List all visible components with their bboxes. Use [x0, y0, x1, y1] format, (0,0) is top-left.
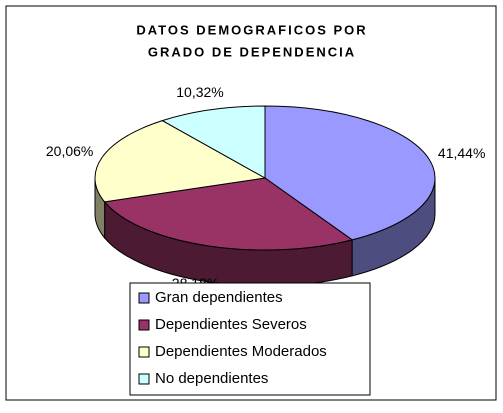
- legend: Gran dependientes Dependientes Severos Dep…: [129, 282, 371, 396]
- chart-title: GRADO DE DEPENDENCIA: [148, 44, 356, 59]
- pie-tops: [94, 105, 436, 251]
- pie-slice: [161, 105, 266, 179]
- pie-slice: [264, 105, 436, 241]
- legend-swatch: [138, 373, 150, 385]
- legend-label: No dependientes: [155, 370, 268, 387]
- legend-box: [129, 282, 371, 396]
- legend-label: Gran dependientes: [155, 289, 283, 306]
- legend-swatch: [138, 319, 150, 331]
- legend-swatch: [138, 346, 150, 358]
- data-label: 41,44%: [438, 145, 485, 161]
- legend-label: Dependientes Moderados: [155, 343, 327, 360]
- pie-slice: [94, 120, 267, 203]
- chart-title: DATOS DEMOGRAFICOS POR: [136, 22, 367, 37]
- legend-label: Dependientes Severos: [155, 316, 307, 333]
- data-label: 10,32%: [176, 84, 223, 100]
- legend-swatch: [138, 292, 150, 304]
- data-label: 20,06%: [46, 143, 93, 159]
- pie-slice: [103, 177, 354, 251]
